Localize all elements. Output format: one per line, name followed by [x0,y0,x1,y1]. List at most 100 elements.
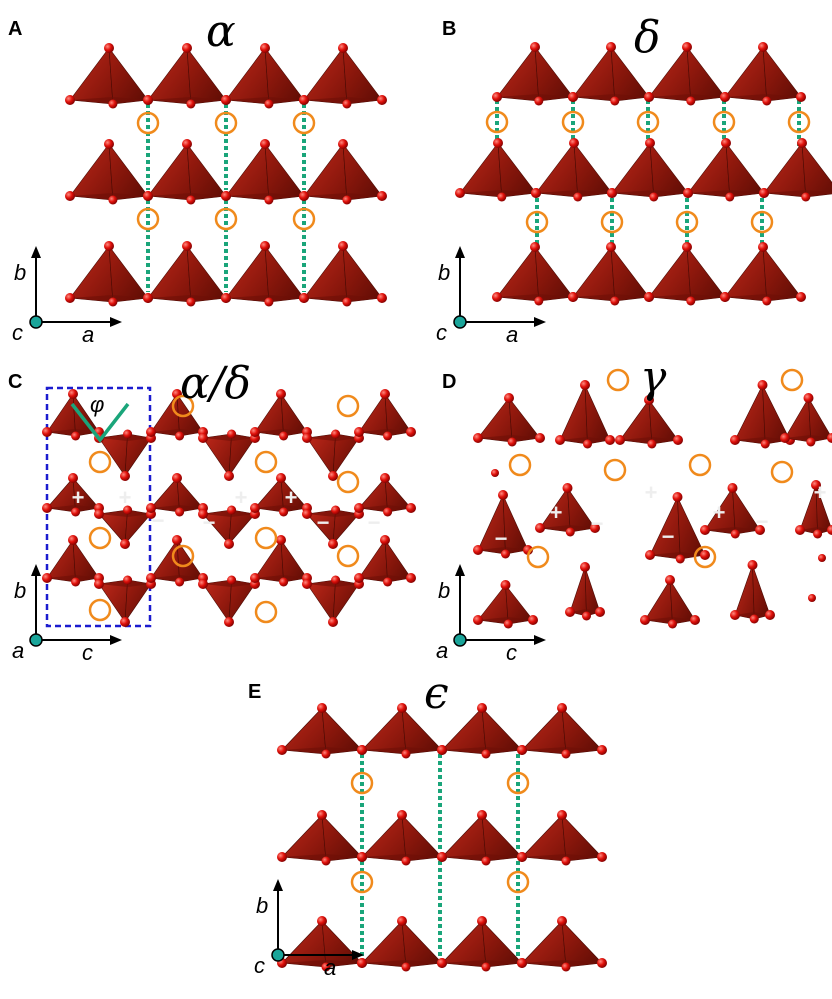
atom [528,615,538,625]
tetra-face [70,144,113,200]
atom [357,852,367,862]
tetra-face [148,246,191,302]
atom [406,573,416,583]
atom [557,810,567,820]
atom [397,916,407,926]
tetra-face [304,48,347,104]
axis-label: a [324,955,336,980]
atom [492,292,502,302]
arrow-head [455,246,465,258]
atom [530,242,540,252]
atom [682,42,692,52]
atom [383,578,392,587]
atom [377,293,387,303]
atom [328,617,338,627]
angle-label: φ [90,392,104,417]
panel-label: B [442,18,456,40]
vacancy [338,396,358,416]
atom [477,916,487,926]
atom [765,610,775,620]
atom [597,745,607,755]
atom [317,703,327,713]
tetra-face [497,247,539,301]
axis-label: c [506,640,517,665]
atom [493,138,503,148]
atom [146,573,156,583]
tetra-face [442,815,486,861]
tetra-face [535,47,573,101]
atom [568,92,578,102]
tetra-face [187,144,226,200]
atom [250,503,260,513]
atom [299,293,309,303]
atom [397,810,407,820]
atom [120,617,130,627]
atom [221,293,231,303]
atom [761,440,770,449]
axis-origin [272,949,284,961]
axis-label: c [436,320,447,345]
tetra-face [70,246,113,302]
vacancy [256,528,276,548]
tetra-face [536,143,578,197]
tetra-face [304,246,347,302]
atom [563,483,573,493]
atom [380,535,390,545]
atom [645,138,655,148]
atom [748,560,758,570]
atom [796,292,806,302]
arrow-head [534,635,546,645]
atom [260,139,270,149]
atom [762,297,771,306]
atom [198,433,208,443]
tetra-face [735,385,765,444]
tetra-face [522,815,566,861]
arrow-head [455,564,465,576]
tetra-face [362,708,406,754]
atom [331,576,340,585]
atom [143,293,153,303]
tetra-face [402,921,442,967]
atom [673,435,683,445]
axis-label: b [438,578,450,603]
tetra-face [265,144,304,200]
tetra-face [725,247,767,301]
vacancy [338,546,358,566]
atom [224,539,234,549]
atom [565,607,575,617]
vacancy [256,452,276,472]
atom [610,297,619,306]
atom [557,916,567,926]
atom [186,298,195,307]
atom [517,745,527,755]
atom [804,393,814,403]
atom [71,432,80,441]
atom [482,963,491,972]
axis-label: b [256,893,268,918]
atom [645,550,655,560]
atom [172,473,182,483]
tetra-face [343,48,382,104]
atom [759,188,769,198]
atom [146,427,156,437]
atom [562,750,571,759]
tetra-face [498,143,536,197]
atom [65,95,75,105]
vacancy [294,209,314,229]
tetra-face [497,47,539,101]
atom [65,293,75,303]
sign: + [550,500,563,525]
atom [65,191,75,201]
tetra-face [343,246,382,302]
atom [377,191,387,201]
atom [700,525,710,535]
axis-label: c [82,640,93,665]
atom [186,196,195,205]
atom [276,535,286,545]
atom [668,620,677,629]
atom [473,615,483,625]
atom [750,615,759,624]
vacancy [510,455,530,475]
atom [535,523,545,533]
axis-origin [454,316,466,328]
